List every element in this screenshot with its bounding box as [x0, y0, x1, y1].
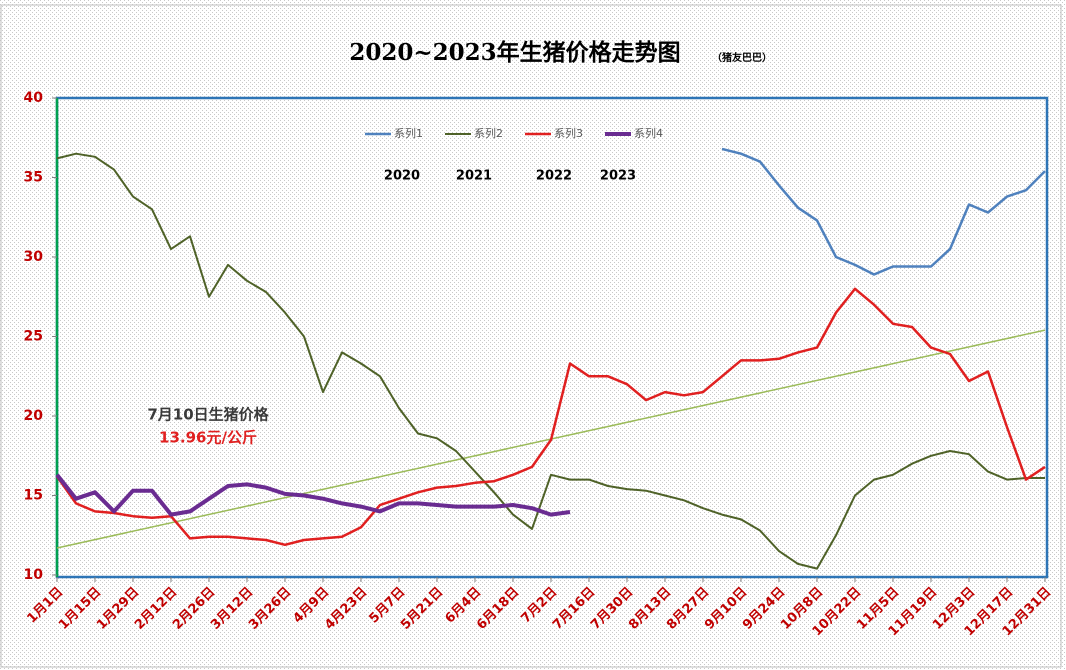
series-line: [56, 152, 1045, 570]
chart-subtitle: （猪友巴巴）: [712, 51, 772, 64]
year-label: 2023: [600, 169, 636, 184]
legend-label: 系列4: [634, 126, 663, 140]
chart-title: 2020~2023年生猪价格走势图: [349, 39, 680, 66]
y-tick-label: 20: [24, 408, 44, 424]
legend-label: 系列3: [554, 126, 583, 140]
y-tick-label: 40: [24, 90, 44, 106]
series-line: [55, 473, 571, 517]
annotation: 13.96元/公斤: [159, 429, 257, 447]
legend-label: 系列1: [394, 126, 423, 140]
y-tick-label: 35: [24, 170, 43, 186]
chart-frame: [0, 4, 1062, 668]
legend-label: 系列2: [474, 126, 503, 140]
year-label: 2020: [384, 169, 420, 184]
annotation: 7月10日生猪价格: [147, 406, 269, 424]
year-label: 2022: [536, 169, 572, 184]
y-tick-label: 15: [24, 488, 43, 504]
series-line: [721, 147, 1046, 276]
year-label: 2021: [456, 169, 492, 184]
y-tick-label: 30: [24, 249, 44, 265]
y-tick-label: 10: [24, 567, 44, 583]
series-line: [55, 287, 1046, 547]
y-tick-label: 25: [24, 329, 43, 345]
